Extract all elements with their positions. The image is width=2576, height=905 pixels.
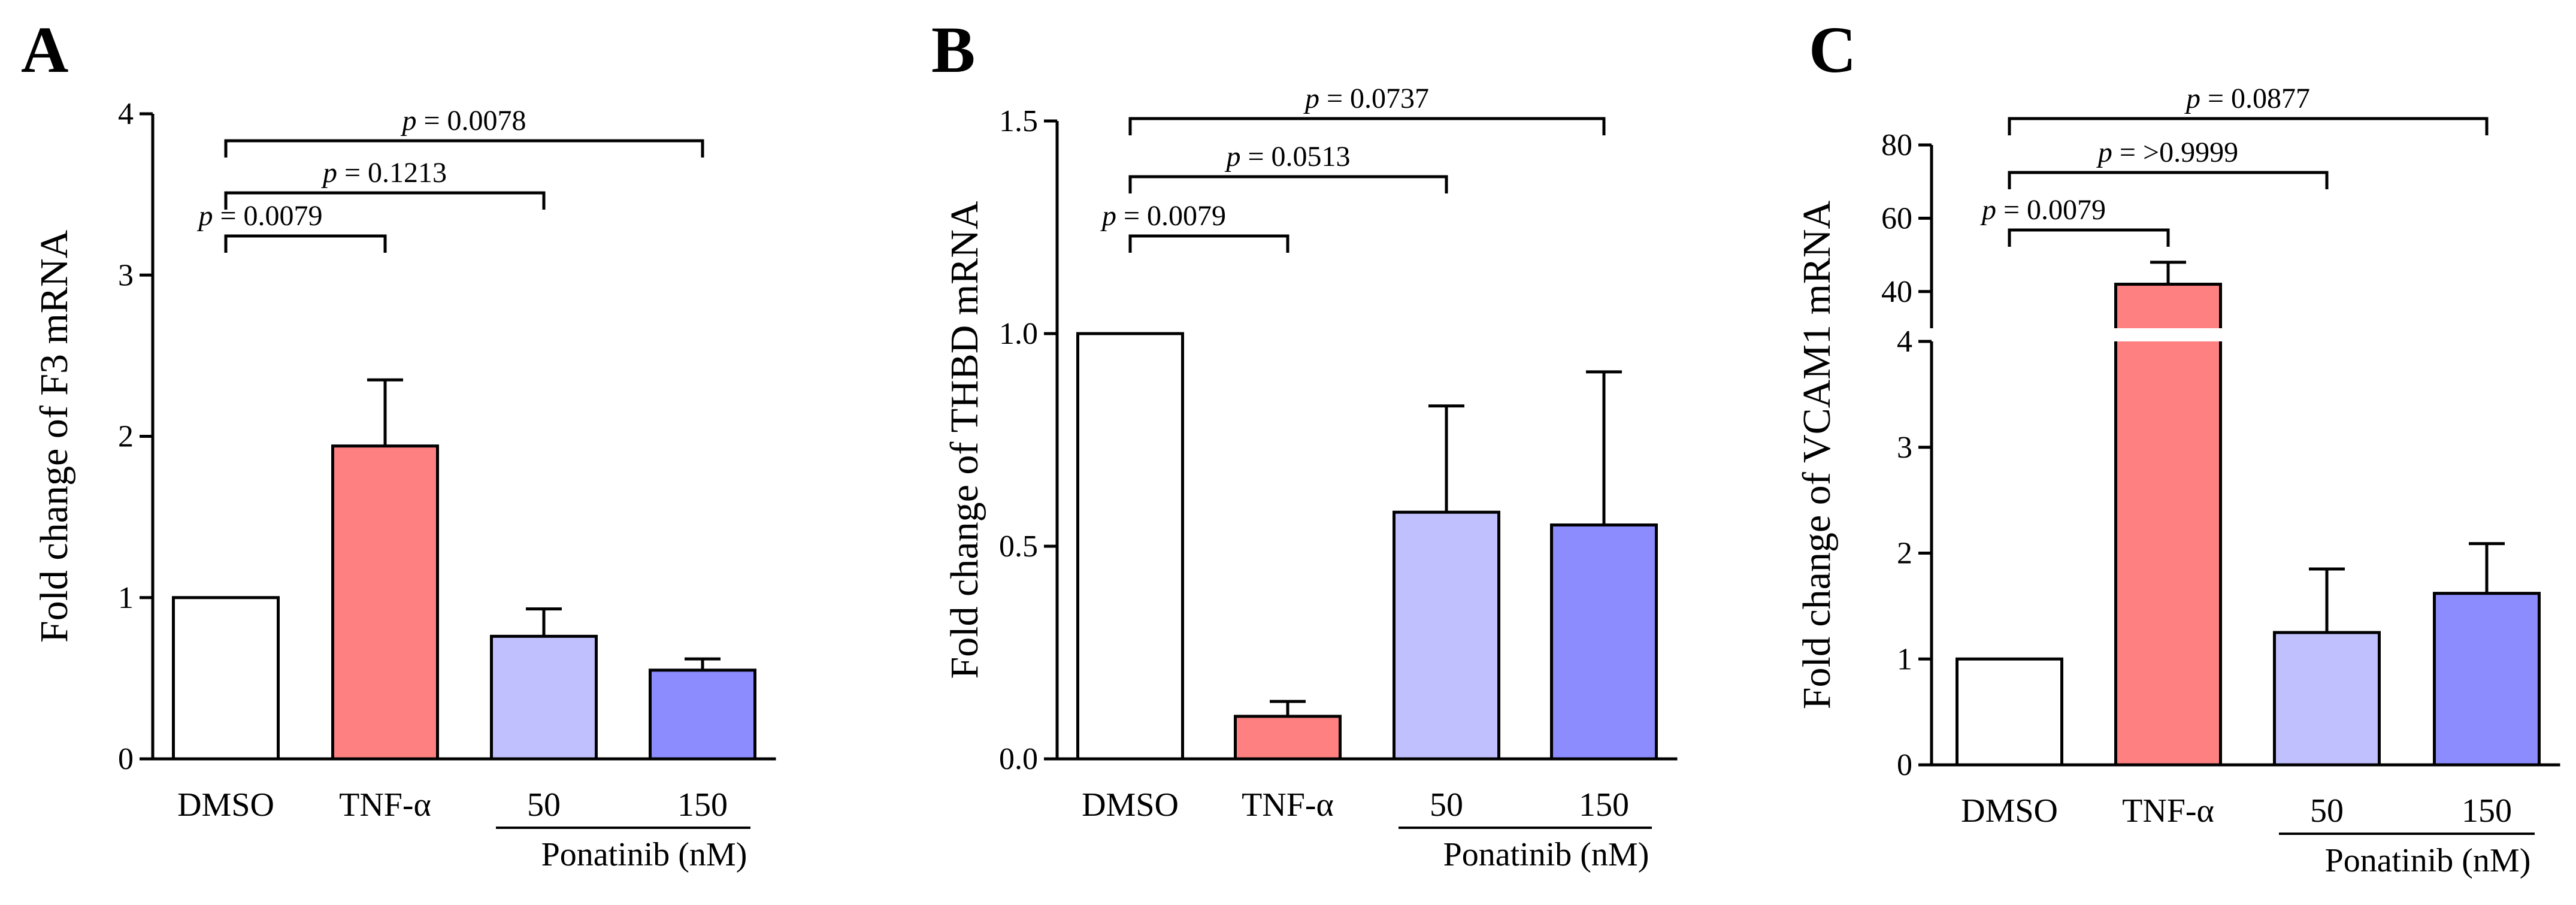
p-value-label: p = 0.0079: [1100, 200, 1226, 232]
y-tick-label: 80: [1881, 128, 1912, 162]
bar: [2433, 592, 2541, 767]
p-value-label: p = 0.0737: [1303, 83, 1429, 114]
y-tick-label: 0.0: [999, 742, 1038, 776]
category-label: 150: [2462, 792, 2512, 830]
bar: [1076, 332, 1184, 761]
significance-bracket: [1128, 175, 1448, 193]
significance-bracket: [224, 234, 387, 253]
y-tick-label: 0.5: [999, 529, 1038, 564]
panel-c: C Fold change of VCAM1 mRNA 0 1 2 3 4 40 60 80 DMS…: [1795, 13, 2560, 879]
y-tick-label: 2: [118, 420, 134, 454]
bar: [331, 444, 439, 761]
group-label: Ponatinib (nM): [541, 836, 747, 873]
category-label: 50: [1430, 786, 1463, 824]
y-tick-label: 1.5: [999, 104, 1038, 138]
significance-bracket: [1128, 234, 1289, 253]
bar: [2114, 283, 2222, 767]
y-tick-label: 3: [118, 258, 134, 292]
significance-bracket: [2008, 228, 2170, 247]
p-value-label: p = 0.1213: [321, 157, 447, 189]
y-tick-label: 0: [1897, 748, 1912, 782]
category-label: TNF-α: [1242, 786, 1334, 824]
y-axis-label: Fold change of F3 mRNA: [32, 230, 76, 643]
significance-bracket: [224, 139, 704, 158]
group-label: Ponatinib (nM): [1443, 836, 1649, 873]
p-value-label: p = 0.0079: [1980, 194, 2106, 226]
category-label: DMSO: [1961, 792, 2058, 830]
y-axis-label: Fold change of VCAM1 mRNA: [1795, 200, 1839, 709]
panel-b: B Fold change of THBD mRNA 0.0 0.5 1.0 1.5 DMS…: [931, 13, 1678, 873]
y-tick-label: 40: [1881, 275, 1912, 309]
category-label: 150: [677, 786, 728, 824]
y-tick-label: 1: [1897, 642, 1912, 676]
panel-letter: C: [1809, 13, 1856, 86]
category-label: DMSO: [177, 786, 274, 824]
category-label: TNF-α: [339, 786, 431, 824]
y-tick-label: 4: [1897, 325, 1912, 359]
bar: [172, 596, 280, 761]
y-tick-label: 1: [118, 581, 134, 615]
significance-bracket: [224, 191, 546, 210]
p-value-label: p = 0.0078: [400, 105, 526, 137]
category-label: 50: [527, 786, 561, 824]
p-value-label: p = 0.0079: [196, 200, 322, 232]
p-value-label: p = 0.0513: [1224, 141, 1350, 172]
y-tick-label: 2: [1897, 537, 1912, 571]
p-value-label: p = >0.9999: [2096, 137, 2238, 168]
category-label: TNF-α: [2122, 792, 2214, 830]
panel-a: A Fold change of F3 mRNA 0 1 2 3 4 DMSO TNF-α 50 1…: [21, 13, 776, 873]
significance-bracket: [2008, 117, 2489, 135]
y-axis-label: Fold change of THBD mRNA: [943, 201, 986, 679]
bar: [490, 634, 598, 761]
p-value-label: p = 0.0877: [2184, 83, 2310, 114]
y-tick-label: 60: [1881, 201, 1912, 235]
bar: [649, 668, 756, 761]
group-label: Ponatinib (nM): [2325, 842, 2531, 879]
y-tick-label: 0: [118, 742, 134, 776]
bar: [1393, 510, 1500, 761]
axis-break-band: [2113, 328, 2223, 341]
bar: [1234, 715, 1342, 761]
category-label: DMSO: [1082, 786, 1179, 824]
bar: [1550, 523, 1658, 761]
category-label: 50: [2310, 792, 2344, 830]
panel-letter: A: [21, 13, 68, 86]
category-label: 150: [1579, 786, 1629, 824]
significance-bracket: [1128, 117, 1606, 135]
y-tick-label: 1.0: [999, 317, 1038, 351]
bar: [2273, 631, 2381, 767]
panel-letter: B: [931, 13, 975, 86]
y-tick-label: 4: [118, 97, 134, 131]
bar: [1956, 657, 2063, 767]
y-tick-label: 3: [1897, 431, 1912, 465]
significance-bracket: [2008, 171, 2329, 189]
